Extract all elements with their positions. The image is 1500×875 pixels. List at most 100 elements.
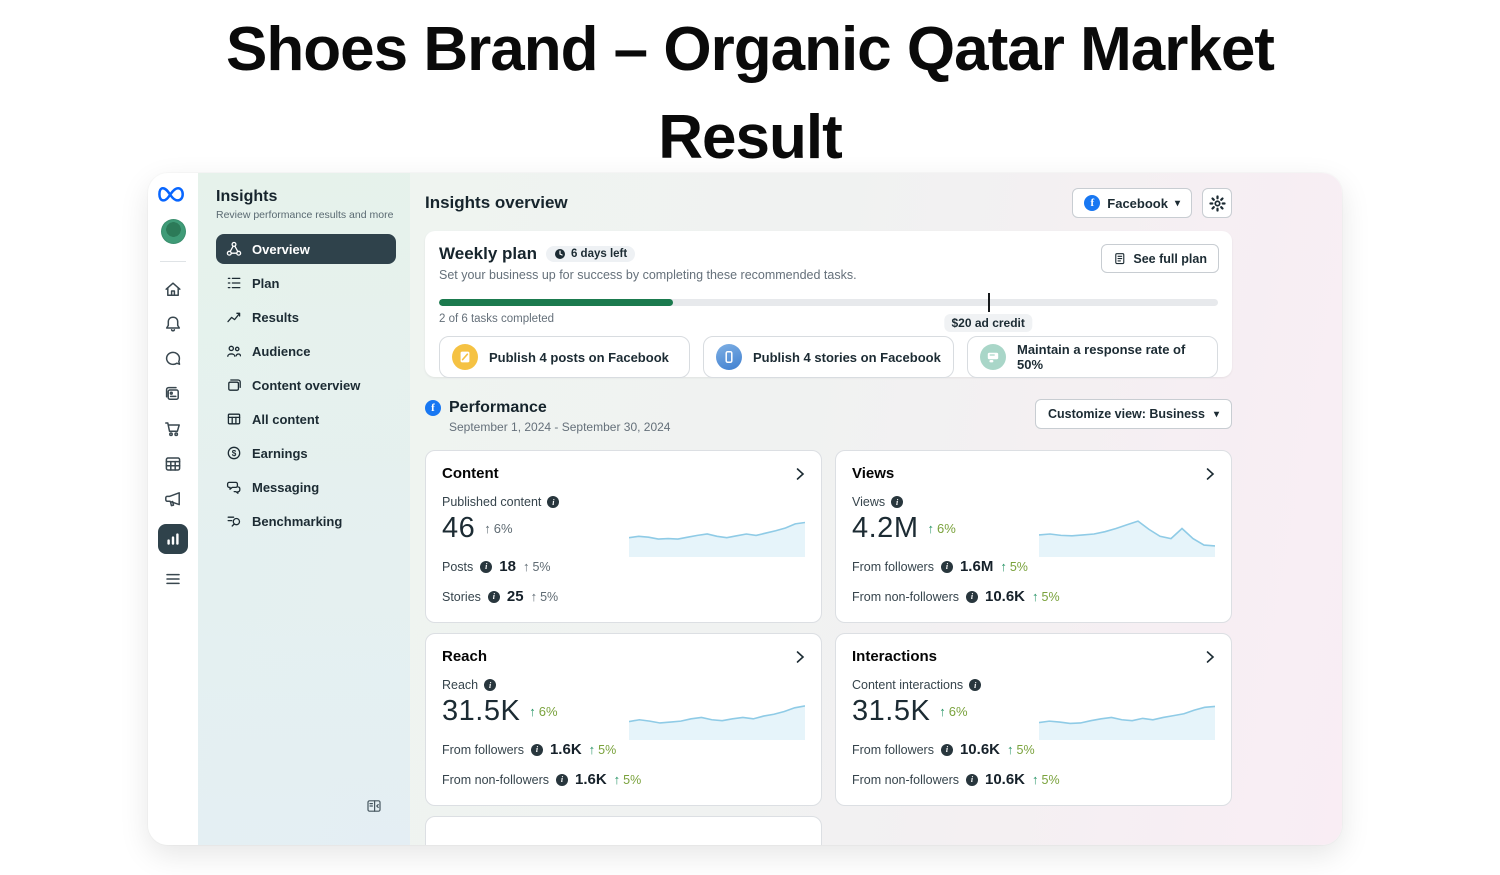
chevron-right-icon[interactable] (1205, 650, 1215, 664)
sidebar-item-overview[interactable]: Overview (216, 234, 396, 264)
main-header: Insights overview f Facebook ▾ (425, 187, 1232, 219)
rail-divider (160, 261, 186, 262)
planner-icon[interactable] (163, 454, 183, 474)
info-icon[interactable]: i (965, 773, 978, 786)
sidebar-item-benchmarking[interactable]: Benchmarking (216, 506, 396, 536)
progress-caption: 2 of 6 tasks completed (439, 313, 555, 325)
insights-sidebar: Insights Review performance results and … (198, 173, 410, 845)
sidebar-item-all-content[interactable]: All content (216, 404, 396, 434)
card-title: Content (442, 465, 499, 482)
customize-view-dropdown[interactable]: Customize view: Business ▾ (1034, 399, 1232, 429)
weekly-plan-card: See full plan Weekly plan 6 days left Se… (425, 231, 1232, 378)
plan-icon (227, 277, 241, 289)
insights-icon-selected[interactable] (158, 524, 188, 554)
sub-metric-row: Posts i 18 ↑ 5% (442, 558, 551, 575)
sidebar-item-messaging[interactable]: Messaging (216, 472, 396, 502)
info-icon[interactable]: i (547, 496, 560, 508)
info-icon[interactable]: i (555, 773, 568, 786)
sidebar-menu: Overview Plan Results Audience Content o… (216, 234, 396, 536)
task-card-response-rate[interactable]: Maintain a response rate of 50% (967, 336, 1218, 378)
content-overview-icon (228, 379, 241, 391)
overview-icon (226, 241, 242, 256)
metric-delta: ↑ 6% (529, 704, 558, 719)
home-icon[interactable] (163, 279, 183, 299)
performance-title: Performance (449, 399, 547, 416)
sub-metric-row: From non-followers i 10.6K ↑ 5% (852, 588, 1060, 605)
ad-credit-marker (988, 293, 991, 312)
metric-value: 4.2M (852, 512, 919, 544)
info-icon[interactable]: i (965, 590, 978, 603)
messages-icon[interactable] (163, 349, 183, 369)
chevron-right-icon[interactable] (1205, 467, 1215, 481)
ad-credit-label: $20 ad credit (944, 314, 1032, 332)
views-card: Views Views i 4.2M ↑ 6% From followers i 1.… (835, 450, 1232, 623)
sparkline-chart (1039, 511, 1215, 557)
metric-value: 46 (442, 512, 476, 544)
facebook-icon: f (425, 400, 441, 416)
benchmarking-icon (227, 516, 241, 527)
sidebar-item-content-overview[interactable]: Content overview (216, 370, 396, 400)
info-icon[interactable]: i (480, 560, 493, 573)
notifications-icon[interactable] (163, 314, 183, 334)
weekly-progress-bar: $20 ad credit (439, 293, 1218, 332)
notebook-icon (1115, 253, 1125, 265)
sidebar-title: Insights (216, 188, 278, 205)
info-icon[interactable]: i (530, 743, 543, 756)
sidebar-item-earnings[interactable]: $ Earnings (216, 438, 396, 468)
meta-business-suite-window: Insights Review performance results and … (148, 173, 1342, 845)
task-card-publish-stories[interactable]: Publish 4 stories on Facebook (703, 336, 954, 378)
all-content-icon (227, 413, 241, 425)
gear-icon (1208, 194, 1226, 212)
metric-value: 31.5K (852, 695, 931, 727)
info-icon[interactable]: i (891, 496, 904, 508)
performance-header: f Performance September 1, 2024 - Septem… (425, 399, 1232, 434)
channel-selector-dropdown[interactable]: f Facebook ▾ (1072, 188, 1192, 218)
sub-metric-row: Stories i 25 ↑ 5% (442, 588, 559, 605)
sidebar-subtitle: Review performance results and more (216, 209, 394, 221)
meta-logo-icon[interactable] (158, 185, 188, 204)
days-left-badge: 6 days left (545, 246, 636, 262)
sidebar-item-audience[interactable]: Audience (216, 336, 396, 366)
metric-delta: ↑ 6% (927, 521, 956, 536)
app-icon-rail (148, 173, 198, 845)
info-icon[interactable]: i (969, 679, 982, 691)
content-icon[interactable] (163, 384, 183, 404)
sparkline-chart (629, 511, 805, 557)
task-card-publish-posts[interactable]: Publish 4 posts on Facebook (439, 336, 690, 378)
results-icon (227, 312, 241, 323)
chevron-right-icon[interactable] (795, 467, 805, 481)
sub-metric-row: From followers i 1.6M ↑ 5% (852, 558, 1028, 575)
card-title: Views (852, 465, 895, 482)
metric-delta: ↑ 6% (939, 704, 968, 719)
metric-value: 31.5K (442, 695, 521, 727)
main-content: Insights overview f Facebook ▾ See full … (410, 173, 1342, 845)
audience-icon (227, 345, 242, 357)
weekly-plan-subtitle: Set your business up for success by comp… (439, 268, 857, 282)
see-full-plan-button[interactable]: See full plan (1101, 244, 1219, 273)
profile-avatar[interactable] (160, 219, 186, 244)
facebook-icon: f (1084, 195, 1101, 211)
post-task-icon (452, 344, 478, 370)
collapse-sidebar-icon[interactable] (366, 798, 382, 819)
content-card: Content Published content i 46 ↑ 6% Posts i… (425, 450, 822, 623)
earnings-icon: $ (227, 446, 241, 460)
partial-next-card (425, 816, 822, 845)
sidebar-item-results[interactable]: Results (216, 302, 396, 332)
task-list: Publish 4 posts on Facebook Publish 4 st… (439, 336, 1218, 378)
messaging-icon (226, 481, 241, 494)
ads-icon[interactable] (163, 489, 183, 509)
svg-text:$: $ (232, 449, 237, 458)
page-heading: Insights overview (425, 193, 568, 212)
chevron-right-icon[interactable] (795, 650, 805, 664)
sidebar-item-plan[interactable]: Plan (216, 268, 396, 298)
clock-icon (554, 249, 565, 259)
info-icon[interactable]: i (484, 679, 497, 691)
info-icon[interactable]: i (940, 560, 953, 573)
info-icon[interactable]: i (487, 590, 500, 603)
settings-button[interactable] (1202, 188, 1232, 218)
metric-delta: ↑ 6% (484, 521, 513, 536)
commerce-icon[interactable] (163, 419, 183, 439)
sub-metric-row: From followers i 10.6K ↑ 5% (852, 741, 1035, 758)
more-menu-icon[interactable] (163, 569, 183, 589)
info-icon[interactable]: i (940, 743, 953, 756)
